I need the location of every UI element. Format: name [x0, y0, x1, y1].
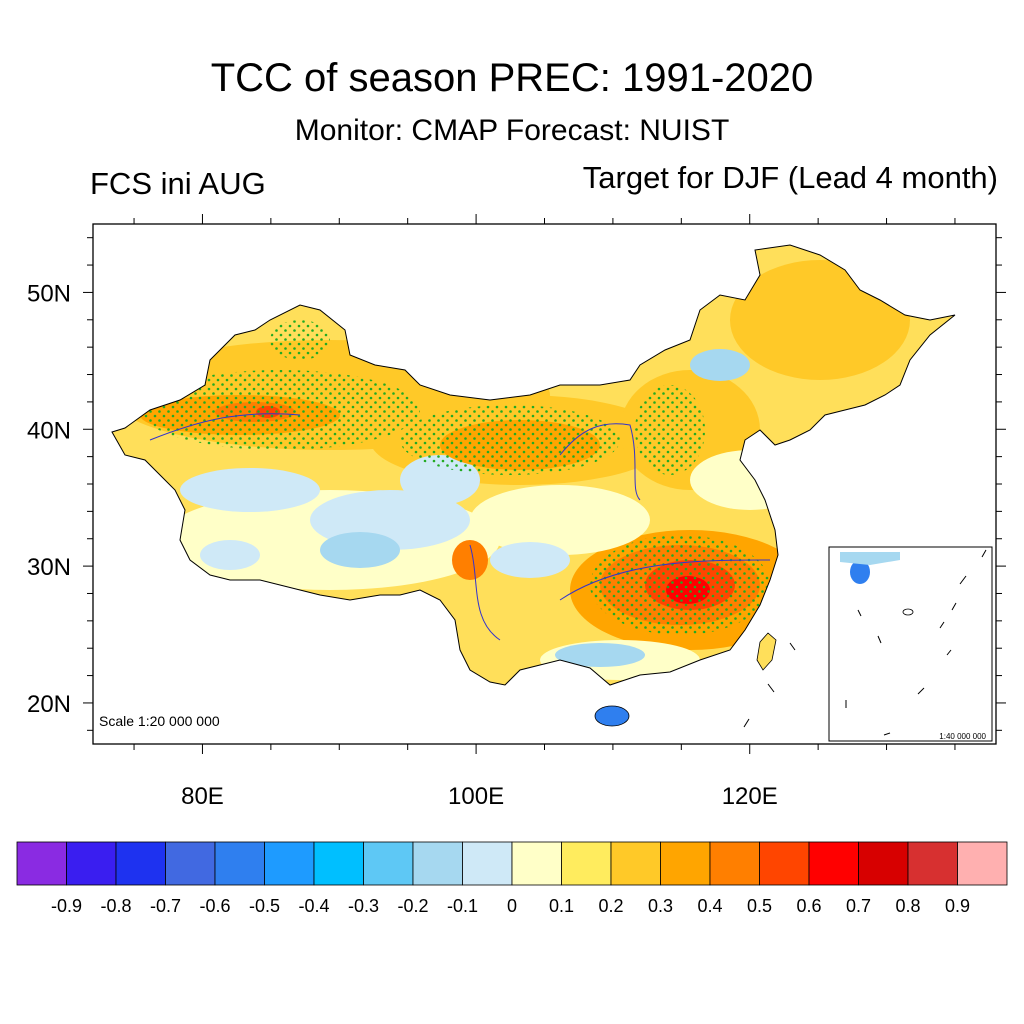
lon-tick-label: 100E	[448, 783, 504, 810]
colorbar-swatch	[264, 841, 315, 886]
lon-tick-label: 80E	[181, 783, 224, 810]
china-border	[111, 244, 956, 686]
colorbar-label: -0.2	[397, 896, 429, 916]
colorbar-label: 0.4	[697, 896, 723, 916]
colorbar-label: -0.1	[446, 896, 479, 916]
colorbar-swatch	[412, 841, 463, 886]
colorbar-label: 0.7	[845, 896, 872, 916]
map-axes: 80E 100E 120E 20N 30N 40N 50N	[27, 214, 1006, 810]
colorbar-swatch	[115, 841, 166, 886]
lat-tick-label: 30N	[27, 554, 71, 581]
hainan-island	[594, 705, 630, 727]
lat-tick-label: 40N	[27, 417, 71, 444]
colorbar-label: 0.9	[944, 896, 971, 916]
lat-tick-label: 20N	[27, 691, 71, 718]
taiwan-island	[756, 632, 777, 671]
init-label: FCS ini AUG	[90, 166, 266, 201]
colorbar-swatch	[808, 841, 859, 886]
colorbar-label: 0.1	[548, 896, 575, 916]
target-label: Target for DJF (Lead 4 month)	[582, 160, 998, 195]
colorbar-swatch	[66, 841, 117, 886]
colorbar-label: 0.3	[647, 896, 674, 916]
nine-dash-fragments	[743, 642, 796, 728]
colorbar-swatch	[214, 841, 265, 886]
colorbar-swatch	[165, 841, 216, 886]
colorbar-swatch	[660, 841, 711, 886]
colorbar-swatch	[561, 841, 612, 886]
colorbar-swatch	[313, 841, 364, 886]
colorbar-label: -0.5	[248, 896, 281, 916]
chart-subtitle: Monitor: CMAP Forecast: NUIST	[294, 114, 730, 147]
colorbar-swatch	[16, 841, 67, 886]
colorbar-swatch	[462, 841, 513, 886]
chart-title: TCC of season PREC: 1991-2020	[210, 56, 814, 100]
colorbar-label: -0.3	[347, 896, 380, 916]
inset-map: 1:40 000 000	[828, 546, 993, 742]
lat-tick-label: 50N	[27, 280, 71, 307]
rivers	[149, 413, 771, 641]
colorbar-swatch	[610, 841, 661, 886]
colorbar-swatch	[709, 841, 760, 886]
colorbar-swatch	[858, 841, 909, 886]
colorbar-swatch	[363, 841, 414, 886]
colorbar-label: -0.9	[50, 896, 83, 916]
map-scale-label: Scale 1:20 000 000	[99, 713, 220, 729]
colorbar-label: 0.6	[796, 896, 822, 916]
colorbar-swatch	[759, 841, 810, 886]
colorbar-swatch	[511, 841, 562, 886]
colorbar	[16, 841, 1008, 886]
lon-tick-label: 120E	[722, 783, 778, 810]
colorbar-swatch	[907, 841, 958, 886]
colorbar-label: 0	[506, 896, 518, 916]
colorbar-label: 0.5	[746, 896, 773, 916]
colorbar-swatch	[957, 841, 1008, 886]
colorbar-label: -0.6	[199, 896, 231, 916]
inset-scale-label: 1:40 000 000	[939, 732, 986, 741]
colorbar-label: 0.2	[598, 896, 624, 916]
colorbar-label: 0.8	[895, 896, 921, 916]
colorbar-label: -0.7	[149, 896, 182, 916]
colorbar-label: -0.8	[100, 896, 132, 916]
colorbar-label: -0.4	[298, 896, 330, 916]
